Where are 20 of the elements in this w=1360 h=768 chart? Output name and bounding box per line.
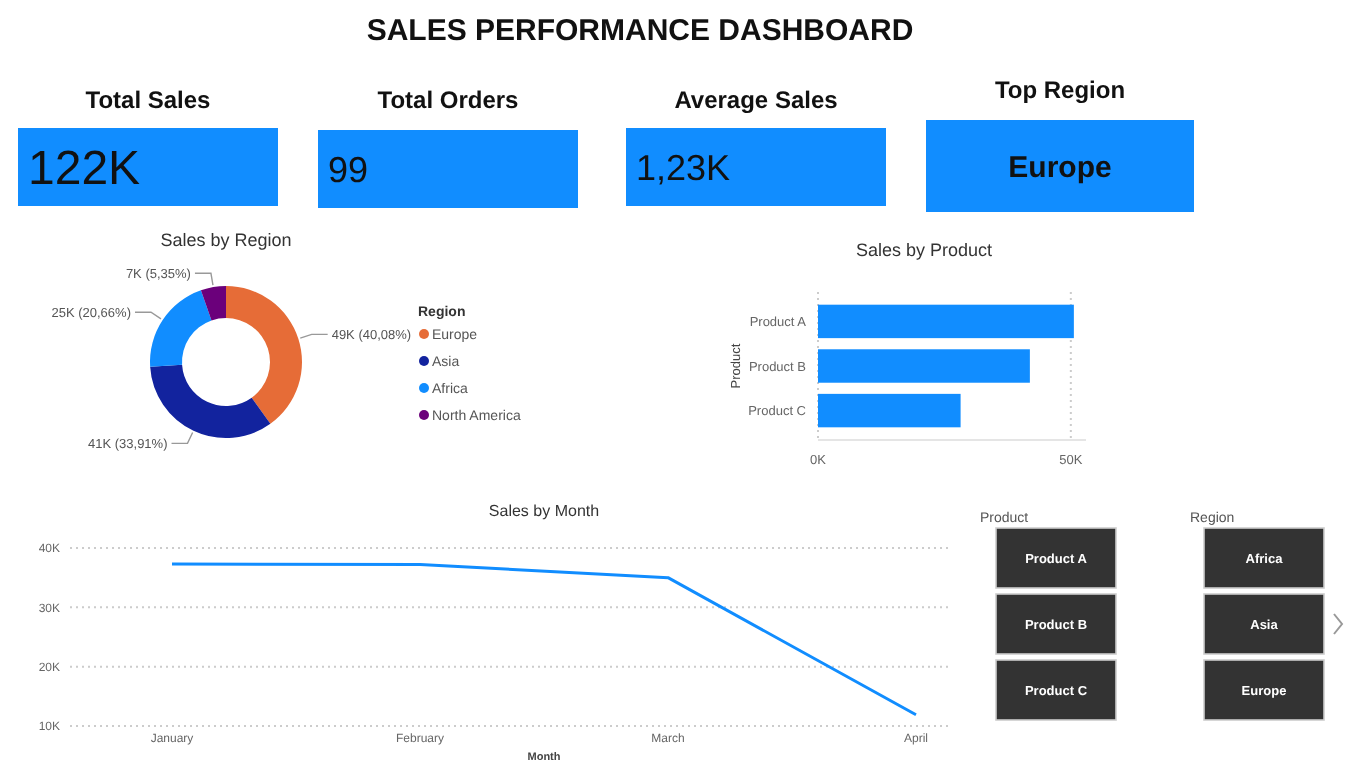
text: Total Sales xyxy=(85,86,212,114)
text: Top Region xyxy=(994,76,1126,104)
chart-title: Sales by Month xyxy=(488,502,600,520)
bar xyxy=(818,349,1030,383)
text: SALES PERFORMANCE DASHBOARD xyxy=(366,14,914,48)
text: 1,23K xyxy=(636,147,731,188)
bar xyxy=(818,393,961,428)
text: 122K xyxy=(28,141,141,196)
chart-title: Sales by Product xyxy=(855,240,994,260)
donut-slice xyxy=(150,364,271,438)
donut-slice xyxy=(150,290,212,367)
text: Europe xyxy=(1008,150,1112,185)
chart-title: Sales by Region xyxy=(160,230,292,250)
line-series xyxy=(170,562,918,717)
text: Total Orders xyxy=(377,86,520,114)
bar xyxy=(818,304,1074,339)
donut-slice xyxy=(200,286,226,321)
donut-slice xyxy=(226,286,302,424)
text: Average Sales xyxy=(674,86,839,114)
text: 99 xyxy=(328,149,369,190)
